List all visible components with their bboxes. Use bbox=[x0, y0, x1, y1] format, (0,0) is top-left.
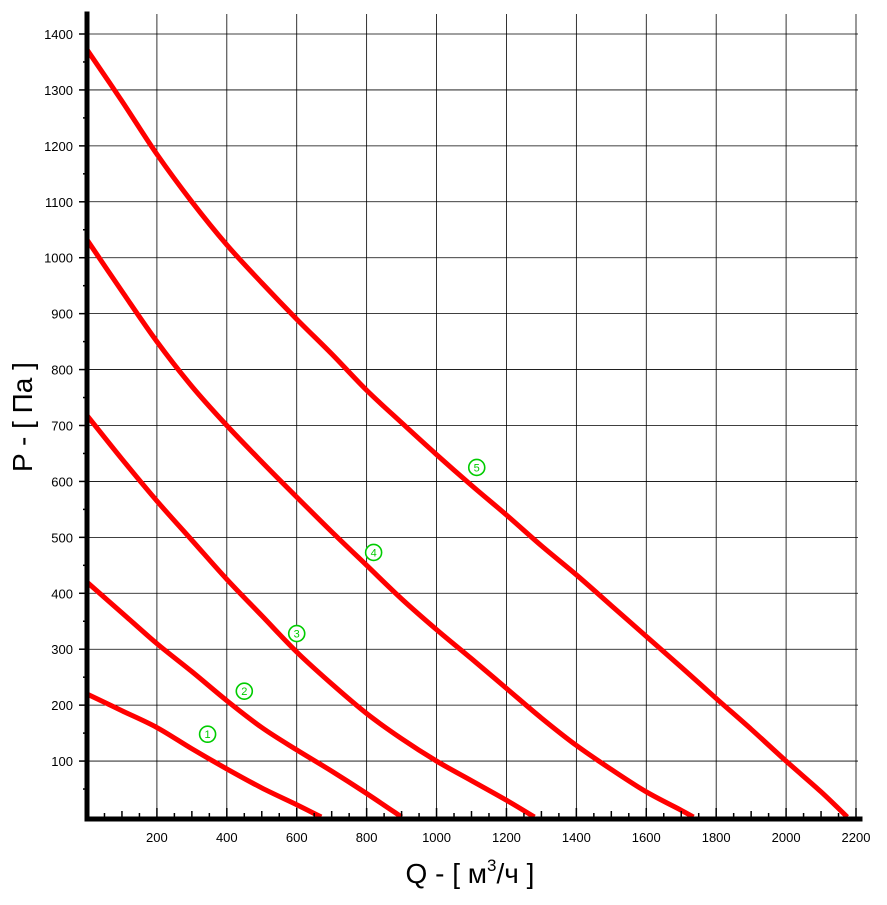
series-label-2: 2 bbox=[241, 686, 247, 698]
x-tick-label: 400 bbox=[216, 830, 238, 845]
x-tick-label: 2200 bbox=[842, 830, 871, 845]
x-axis-title-superscript: 3 bbox=[487, 856, 496, 875]
x-tick-label: 600 bbox=[286, 830, 308, 845]
series-label-circle-5 bbox=[467, 458, 486, 477]
y-tick-label: 1000 bbox=[44, 251, 73, 266]
y-tick-label: 1100 bbox=[45, 195, 73, 210]
series-markers: 1 2 3 4 5 bbox=[198, 458, 486, 744]
y-axis-title: P - [ Па ] bbox=[7, 362, 38, 472]
x-axis-title-suffix: /ч ] bbox=[497, 858, 535, 889]
series-label-circle-1 bbox=[198, 725, 217, 744]
series-line-2 bbox=[85, 580, 403, 820]
series-label-1: 1 bbox=[205, 729, 211, 741]
x-tick-label: 200 bbox=[146, 830, 168, 845]
series-label-3: 3 bbox=[294, 629, 300, 641]
y-tick-label: 800 bbox=[51, 363, 73, 378]
y-tick-label: 1300 bbox=[44, 83, 73, 98]
series-line-1 bbox=[85, 691, 323, 820]
x-axis-title-prefix: Q - [ м bbox=[406, 858, 487, 889]
series-lines bbox=[84, 48, 849, 820]
series-line-3 bbox=[85, 413, 536, 820]
x-tick-label: 1000 bbox=[422, 830, 451, 845]
y-tick-label: 400 bbox=[51, 586, 73, 601]
axes bbox=[84, 11, 863, 822]
ticks: 200 400 600 800 1000 1200 1400 1600 1800 2000 2200… bbox=[44, 27, 870, 845]
y-tick-label: 700 bbox=[51, 419, 73, 434]
series-label-circle-4 bbox=[364, 543, 383, 562]
y-tick-label: 300 bbox=[51, 642, 73, 657]
series-label-circle-2 bbox=[235, 682, 254, 700]
series-label-5: 5 bbox=[474, 462, 480, 474]
series-line-4 bbox=[84, 238, 695, 820]
series-label-circle-3 bbox=[287, 624, 306, 643]
x-tick-label: 2000 bbox=[772, 830, 801, 845]
y-tick-label: 1200 bbox=[44, 139, 73, 154]
series-line-5 bbox=[84, 48, 849, 819]
x-axis-title: Q - [ м3/ч ] bbox=[406, 856, 535, 889]
series-label-4: 4 bbox=[371, 547, 377, 559]
x-tick-label: 1800 bbox=[702, 830, 731, 845]
y-tick-label: 500 bbox=[51, 530, 73, 545]
x-tick-label: 1400 bbox=[562, 830, 591, 845]
x-tick-label: 1200 bbox=[492, 830, 521, 845]
grid bbox=[87, 14, 858, 817]
x-tick-label: 1600 bbox=[632, 830, 661, 845]
y-tick-label: 900 bbox=[51, 307, 73, 322]
x-tick-label: 800 bbox=[356, 830, 378, 845]
y-tick-label: 200 bbox=[51, 698, 73, 713]
y-tick-label: 600 bbox=[51, 474, 73, 489]
y-tick-label: 100 bbox=[51, 754, 73, 769]
y-tick-label: 1400 bbox=[44, 27, 73, 42]
